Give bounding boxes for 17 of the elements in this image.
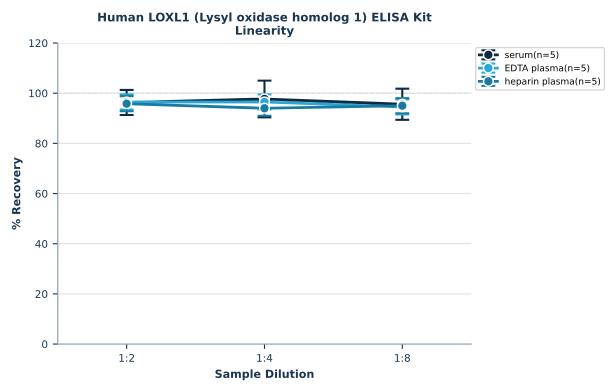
y-tick-label: 100 (29, 89, 48, 98)
x-tick-label: 1:8 (395, 354, 410, 362)
y-axis-title: % Recovery (12, 157, 23, 230)
y-tick-label: 40 (35, 240, 48, 248)
legend-label: EDTA plasma(n=5) (505, 64, 590, 74)
y-tick-label: 120 (29, 39, 48, 48)
y-tick-label: 60 (36, 190, 48, 198)
point (258, 102, 270, 114)
y-tick-label: 80 (35, 140, 48, 148)
legend-label: serum(n=5) (505, 51, 558, 60)
legend-label: heparin plasma(n=5) (505, 78, 600, 86)
chart-title: Human LOXL1 (Lysyl oxidase homolog 1) ELISA Kit Linearity (98, 12, 432, 38)
y-tick-label: 20 (36, 290, 48, 298)
y-tick-label: 0 (42, 340, 48, 348)
x-tick-label: 1:2 (119, 354, 134, 362)
x-tick-label: 1:4 (257, 354, 272, 362)
x-axis-title: Sample Dilution (215, 369, 314, 380)
